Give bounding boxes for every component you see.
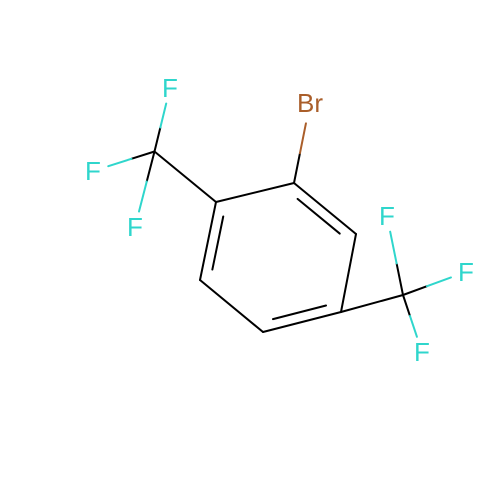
f-atom-label: F	[458, 257, 474, 287]
br-atom-label: Br	[297, 88, 323, 118]
f-atom-label: F	[85, 156, 101, 186]
molecule-diagram: FFFFFFBr	[0, 0, 500, 500]
f-atom-label: F	[127, 212, 143, 242]
f-atom-label: F	[414, 337, 430, 367]
f-atom-label: F	[162, 73, 178, 103]
f-atom-label: F	[379, 201, 395, 231]
